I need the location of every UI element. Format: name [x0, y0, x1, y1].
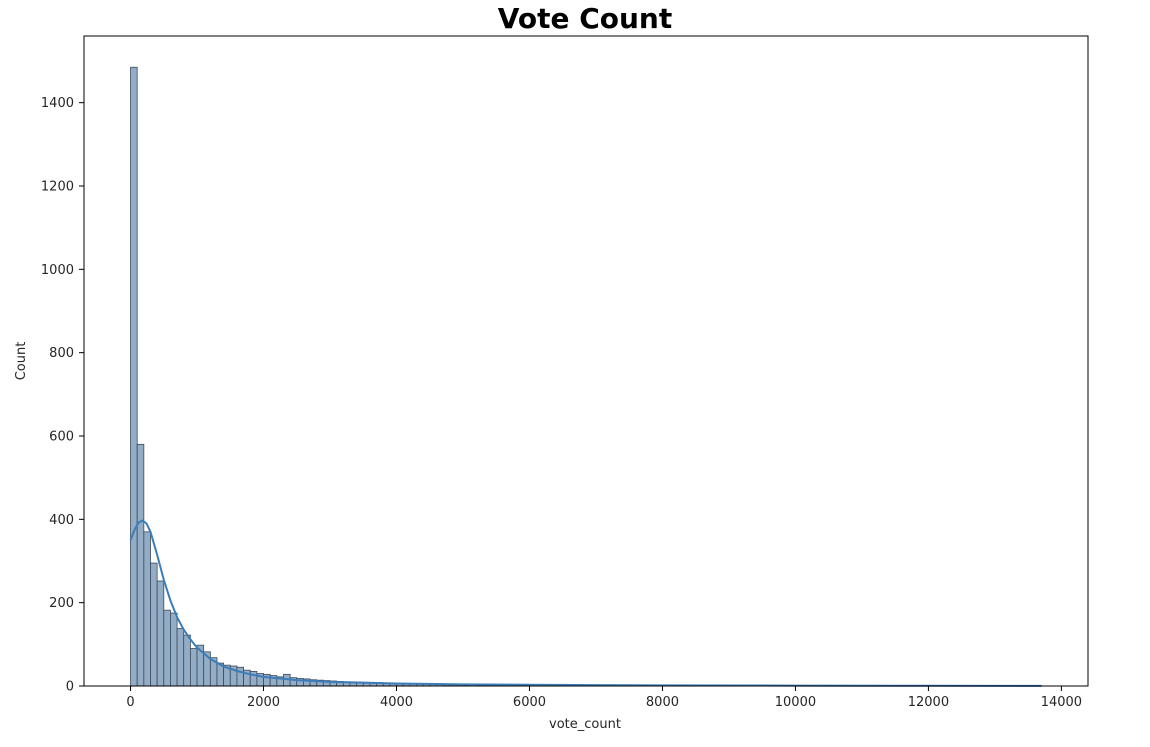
histogram-bar-16: [236, 666, 244, 687]
x-tick-label-3: 6000: [513, 695, 546, 710]
y-tick-label-5: 1000: [41, 263, 74, 278]
y-tick-label-6: 1200: [41, 180, 74, 195]
histogram-bar-4: [156, 580, 165, 687]
histogram-bar-8: [183, 634, 191, 687]
x-tick-label-1: 2000: [247, 695, 280, 710]
chart-title: Vote Count: [498, 2, 673, 35]
y-tick-label-4: 800: [49, 346, 74, 361]
y-tick-label-7: 1400: [41, 96, 74, 111]
y-axis-label: Count: [14, 342, 29, 381]
y-tick-label-2: 400: [49, 513, 74, 528]
y-tick-label-0: 0: [66, 680, 74, 695]
histogram-bar-9: [189, 648, 198, 687]
y-tick-label-1: 200: [49, 596, 74, 611]
x-tick-label-6: 12000: [908, 695, 949, 710]
y-axis: 0 200 400 600 800 1000 1200 1400: [41, 96, 84, 695]
x-tick-label-2: 4000: [380, 695, 413, 710]
x-axis: 0 2000 4000 6000 8000 10000 12000 14000: [126, 686, 1082, 710]
histogram-bar-2: [143, 531, 151, 687]
x-axis-label: vote_count: [549, 717, 621, 732]
y-tick-label-3: 600: [49, 430, 74, 445]
histogram-bar-6: [170, 612, 178, 687]
x-tick-label-7: 14000: [1041, 695, 1082, 710]
histogram-bar-1: [136, 443, 145, 687]
histogram-bar-7: [176, 628, 185, 687]
kde-line: [129, 519, 1042, 687]
x-tick-label-0: 0: [126, 695, 134, 710]
plot-frame: [83, 35, 1089, 687]
histogram-bar-3: [150, 562, 158, 687]
x-tick-label-5: 10000: [775, 695, 816, 710]
histogram-bar-5: [163, 609, 171, 687]
bars-group: [130, 66, 1042, 687]
x-tick-label-4: 8000: [646, 695, 679, 710]
histogram-bar-0: [130, 66, 138, 687]
